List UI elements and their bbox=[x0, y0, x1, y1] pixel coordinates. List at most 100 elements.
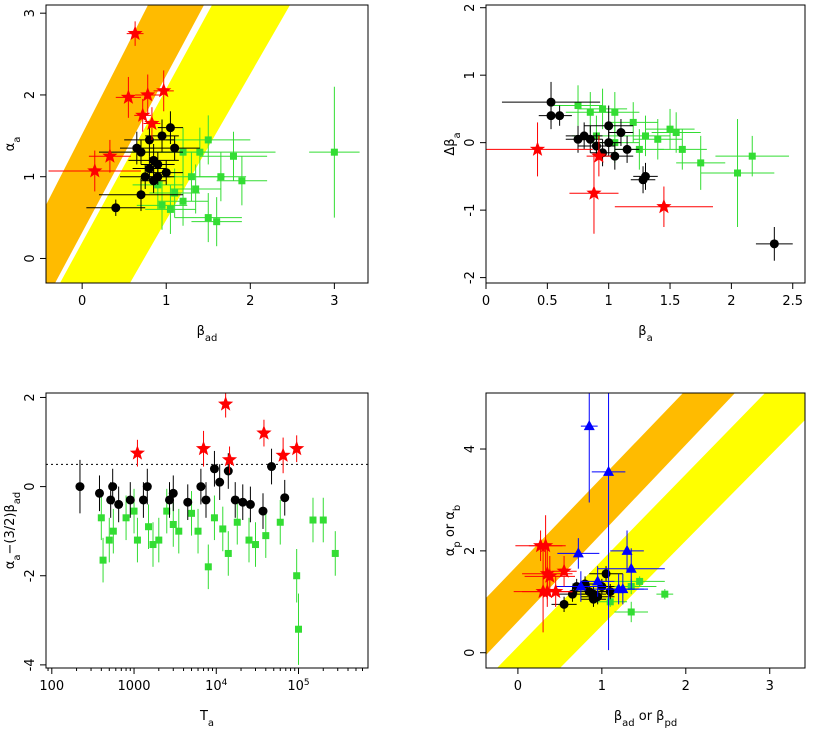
label-part: β bbox=[638, 324, 646, 339]
point bbox=[157, 131, 167, 141]
point bbox=[603, 465, 615, 476]
y-tick-label: 2 bbox=[463, 4, 478, 12]
point bbox=[169, 520, 177, 528]
point bbox=[621, 544, 633, 555]
point bbox=[769, 239, 779, 249]
point bbox=[238, 497, 248, 507]
point bbox=[175, 527, 183, 535]
point bbox=[156, 82, 172, 98]
point bbox=[656, 198, 672, 214]
point bbox=[586, 108, 594, 116]
y-tick-label: 4 bbox=[463, 445, 478, 453]
point bbox=[165, 495, 175, 505]
label-part: ad bbox=[622, 718, 634, 729]
point bbox=[295, 625, 303, 633]
point bbox=[179, 197, 187, 205]
point bbox=[539, 565, 555, 581]
point bbox=[627, 608, 635, 616]
plot-area bbox=[486, 81, 793, 261]
point bbox=[267, 462, 277, 472]
point bbox=[330, 148, 338, 156]
point bbox=[136, 190, 146, 200]
point bbox=[748, 152, 756, 160]
point bbox=[567, 589, 577, 599]
point bbox=[106, 495, 116, 505]
point bbox=[183, 497, 193, 507]
y-tick-label: 0 bbox=[23, 254, 38, 262]
point bbox=[105, 536, 113, 544]
point bbox=[122, 514, 130, 522]
point bbox=[606, 598, 614, 606]
point bbox=[622, 144, 632, 154]
plot-area bbox=[513, 393, 674, 651]
point bbox=[161, 168, 171, 178]
band-orange bbox=[46, 5, 204, 283]
band-yellow bbox=[497, 393, 805, 668]
point bbox=[171, 189, 179, 197]
point bbox=[194, 527, 202, 535]
point bbox=[555, 111, 565, 121]
y-tick-label: 0 bbox=[23, 482, 38, 490]
y-axis-label: αp or αb bbox=[443, 505, 463, 556]
point bbox=[170, 143, 180, 153]
point bbox=[625, 562, 637, 573]
label-part: or β bbox=[635, 709, 665, 724]
x-tick-label: 1000 bbox=[117, 679, 150, 694]
point bbox=[642, 132, 649, 140]
point bbox=[583, 420, 595, 431]
point bbox=[125, 495, 135, 505]
point bbox=[734, 169, 742, 177]
y-tick-label: 0 bbox=[463, 139, 478, 147]
point bbox=[245, 499, 255, 509]
point bbox=[114, 499, 124, 509]
label-part: b bbox=[452, 505, 463, 511]
x-tick-label: 1.5 bbox=[660, 294, 681, 309]
label-part: β bbox=[197, 324, 205, 339]
y-tick-label: 2 bbox=[23, 393, 38, 401]
point bbox=[542, 568, 558, 583]
point bbox=[601, 569, 611, 579]
label-part: α bbox=[3, 143, 18, 152]
point bbox=[217, 173, 225, 181]
y-tick-label: 2 bbox=[463, 547, 478, 555]
point bbox=[196, 482, 206, 492]
point bbox=[586, 185, 602, 200]
point bbox=[210, 514, 218, 522]
y-tick-label: -2 bbox=[23, 569, 38, 582]
point bbox=[135, 107, 151, 122]
point bbox=[309, 516, 317, 524]
point bbox=[331, 549, 339, 557]
panel: 0 1 2 3 0 2 4 βad or βpd αp or αb bbox=[443, 392, 806, 729]
label-part: Δβ bbox=[443, 138, 458, 155]
point bbox=[548, 583, 564, 599]
point bbox=[221, 451, 238, 467]
point bbox=[654, 135, 662, 143]
point bbox=[538, 537, 554, 553]
point bbox=[165, 123, 175, 133]
x-tick-label: 0.5 bbox=[537, 294, 558, 309]
point bbox=[145, 523, 153, 531]
point bbox=[224, 549, 232, 557]
point bbox=[289, 440, 305, 456]
label-part: a bbox=[452, 132, 463, 138]
point bbox=[188, 509, 196, 517]
label-part: ad bbox=[205, 333, 217, 344]
point bbox=[258, 506, 268, 516]
x-tick-label: 0 bbox=[78, 294, 86, 309]
point bbox=[672, 129, 680, 137]
point bbox=[195, 440, 212, 456]
point bbox=[94, 488, 104, 498]
plot-frame bbox=[45, 392, 369, 669]
plot-area bbox=[46, 393, 368, 665]
label-part: a bbox=[647, 333, 653, 344]
point bbox=[610, 151, 620, 161]
point bbox=[213, 218, 221, 226]
point bbox=[546, 97, 556, 107]
y-tick-label: -2 bbox=[463, 271, 478, 284]
x-axis-label: Ta bbox=[199, 709, 214, 729]
point bbox=[166, 205, 174, 213]
label-part: a bbox=[12, 137, 23, 143]
point bbox=[204, 136, 212, 144]
point bbox=[591, 141, 601, 151]
